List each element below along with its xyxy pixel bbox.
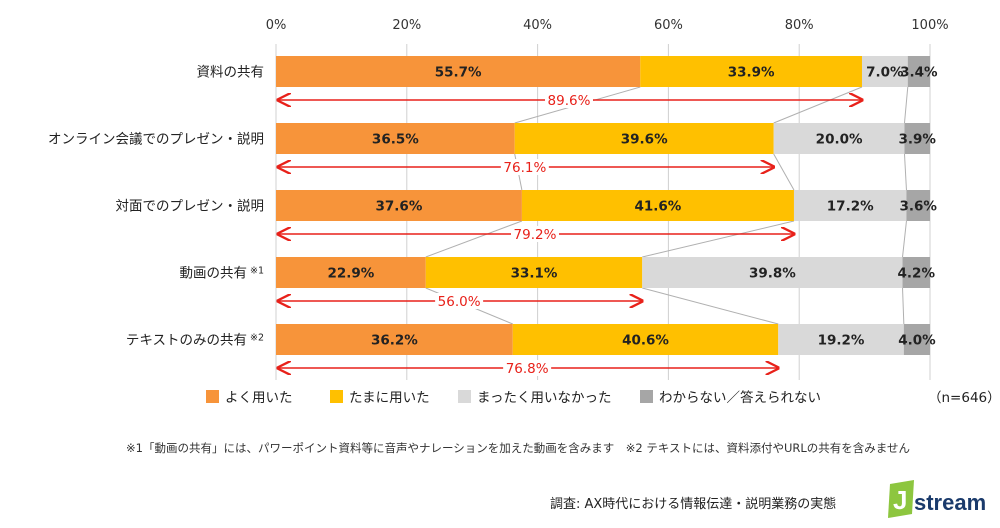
x-tick-label: 100% xyxy=(911,18,948,33)
total-label-bg xyxy=(435,293,484,309)
bar-segment xyxy=(793,190,907,221)
category-label: 対面でのプレゼン・説明 xyxy=(116,199,265,215)
legend-swatch xyxy=(206,390,219,403)
total-label: 89.6% xyxy=(548,93,591,109)
bar-segment xyxy=(907,56,930,87)
bar-segment xyxy=(903,324,930,355)
bar-value-label: 40.6% xyxy=(622,333,669,349)
legend-label: わからない／答えられない xyxy=(659,389,821,406)
x-tick-label: 40% xyxy=(523,18,552,33)
bar-segment xyxy=(276,123,515,154)
bar-segment xyxy=(642,257,903,288)
bar-segment xyxy=(512,324,779,355)
x-tick-label: 0% xyxy=(266,18,287,33)
bar-segment xyxy=(276,324,513,355)
bar-value-label: 7.0% xyxy=(866,65,904,81)
bar-segment xyxy=(276,56,641,87)
source-label: 調査: AX時代における情報伝達・説明業務の実態 xyxy=(550,497,837,512)
sample-size-label: （n=646） xyxy=(928,390,1000,406)
bar-segment xyxy=(514,123,774,154)
bar-value-label: 39.8% xyxy=(749,266,796,282)
legend-swatch xyxy=(330,390,343,403)
total-label: 76.1% xyxy=(503,160,546,176)
category-label: 資料の共有 xyxy=(197,65,265,81)
bar-segment xyxy=(906,190,930,221)
bar-value-label: 3.6% xyxy=(900,199,938,215)
x-tick-label: 60% xyxy=(654,18,683,33)
connector-line xyxy=(642,220,795,258)
category-label: オンライン会議でのプレゼン・説明 xyxy=(48,131,264,148)
bar-value-label: 3.4% xyxy=(900,65,938,81)
connector-line xyxy=(902,287,905,325)
bar-value-label: 22.9% xyxy=(327,266,374,282)
bar-value-label: 41.6% xyxy=(635,199,682,215)
x-tick-label: 80% xyxy=(785,18,814,33)
connector-line xyxy=(903,86,909,124)
total-label-bg xyxy=(510,226,559,242)
x-tick-label: 20% xyxy=(392,18,421,33)
bar-value-label: 33.9% xyxy=(728,65,775,81)
bar-segment xyxy=(425,257,643,288)
total-label-bg xyxy=(500,159,549,175)
legend-swatch xyxy=(458,390,471,403)
category-label: 動画の共有 ※1 xyxy=(179,266,264,282)
bar-value-label: 36.2% xyxy=(371,333,418,349)
legend-label: たまに用いた xyxy=(349,390,430,406)
legend: よく用いた たまに用いた まったく用いなかった わからない／答えられない （n=646） xyxy=(206,389,1000,406)
bar-value-label: 33.1% xyxy=(511,266,558,282)
bar-value-label: 39.6% xyxy=(621,132,668,148)
x-tick-labels: 0% 20% 40% 60% 80% 100% xyxy=(266,18,949,33)
category-note: ※2 xyxy=(247,333,264,344)
bar-value-label: 4.0% xyxy=(898,333,936,349)
connector-line xyxy=(773,86,863,124)
bar-value-label: 20.0% xyxy=(816,132,863,148)
connector-line xyxy=(902,220,907,258)
bar-segment xyxy=(902,257,930,288)
connector-line xyxy=(642,287,779,325)
legend-label: よく用いた xyxy=(225,390,293,406)
bar-value-label: 4.2% xyxy=(898,266,936,282)
total-label-bg xyxy=(544,92,593,108)
bar-segment xyxy=(640,56,862,87)
connector-line xyxy=(903,153,907,191)
jstream-logo-icon: J stream xyxy=(888,480,986,518)
svg-text:stream: stream xyxy=(914,490,986,515)
bars: 55.7% 33.9% 7.0%3.4% 36.5% 39.6% 20.0% 3.9% 37.… xyxy=(276,56,938,355)
connector-line xyxy=(425,220,523,258)
bar-segment xyxy=(276,190,522,221)
total-arrows: 89.6% 76.1% 79.2% 56.0% 76.8% xyxy=(278,92,862,377)
bar-value-label: 55.7% xyxy=(435,65,482,81)
bar-segment xyxy=(773,123,905,154)
svg-text:J: J xyxy=(893,485,907,515)
stacked-bar-chart: 0% 20% 40% 60% 80% 100% 55.7% 33.9% 7.0%3.4% 36.… xyxy=(48,18,1000,406)
footnote: ※1「動画の共有」には、パワーポイント資料等に音声やナレーションを加えた動画を含… xyxy=(126,441,910,455)
bar-segment xyxy=(778,324,904,355)
legend-swatch xyxy=(640,390,653,403)
bar-value-label: 3.9% xyxy=(899,132,937,148)
category-note: ※1 xyxy=(247,266,264,277)
bar-segment xyxy=(904,123,930,154)
bar-value-label: 37.6% xyxy=(376,199,423,215)
bar-value-label: 19.2% xyxy=(818,333,865,349)
bar-segment xyxy=(861,56,908,87)
legend-label: まったく用いなかった xyxy=(477,390,611,406)
total-label: 79.2% xyxy=(514,227,557,243)
category-label: テキストのみの共有 ※2 xyxy=(126,333,264,349)
connector-line xyxy=(773,153,795,191)
jstream-logo: J stream xyxy=(884,478,994,522)
total-label: 76.8% xyxy=(506,361,549,377)
total-label: 56.0% xyxy=(438,294,481,310)
total-label-bg xyxy=(503,360,552,376)
bar-value-label: 17.2% xyxy=(827,199,874,215)
bar-segment xyxy=(276,257,426,288)
bar-value-label: 36.5% xyxy=(372,132,419,148)
bar-segment xyxy=(521,190,794,221)
